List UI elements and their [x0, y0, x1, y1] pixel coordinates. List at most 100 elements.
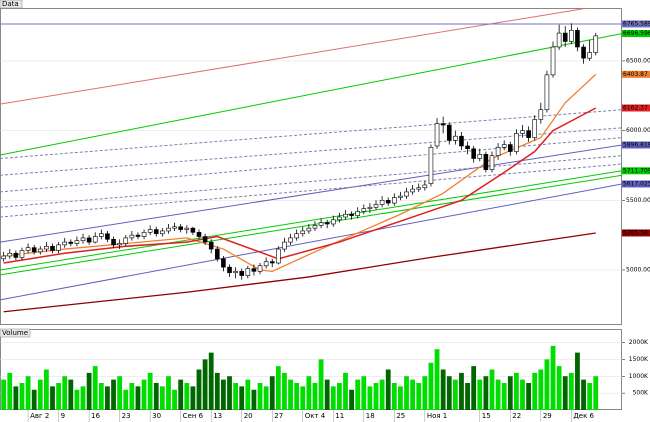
- volume-bar: [190, 386, 196, 410]
- candle-body: [80, 237, 86, 241]
- candle-body: [593, 35, 599, 53]
- candle-body: [239, 271, 245, 276]
- candle-body: [141, 232, 147, 237]
- trend-line: [0, 127, 622, 176]
- value-tag-label: 6696.596: [623, 30, 650, 37]
- trend-line: [0, 8, 592, 105]
- value-tag-label: 5896.8186: [623, 141, 650, 148]
- candle-body: [99, 233, 104, 237]
- volume-bar: [514, 372, 519, 410]
- candle-body: [153, 229, 159, 235]
- volume-bar: [1, 379, 7, 410]
- candle-body: [324, 222, 330, 225]
- candle-body: [117, 243, 122, 246]
- volume-bar: [446, 376, 452, 410]
- candle-body: [56, 244, 61, 251]
- y-tick-label: 6500.00: [626, 57, 650, 64]
- volume-bar: [263, 386, 269, 410]
- candle-body: [349, 213, 354, 216]
- volume-bar: [147, 372, 153, 410]
- volume-bar: [288, 379, 293, 410]
- candle-body: [269, 261, 275, 264]
- candle-body: [410, 188, 415, 193]
- x-tick-label: 29: [543, 412, 552, 420]
- candle-body: [306, 227, 312, 232]
- candle-body: [459, 135, 464, 147]
- volume-bar: [501, 383, 507, 410]
- candle-body: [282, 241, 287, 250]
- volume-bar: [275, 366, 281, 410]
- candle-body: [465, 145, 470, 150]
- candle-body: [233, 271, 238, 274]
- volume-bar: [105, 386, 110, 410]
- volume-bar: [7, 372, 13, 410]
- moving-average: [3, 232, 596, 313]
- candle-body: [31, 247, 37, 253]
- volume-bar: [202, 359, 208, 410]
- volume-bar: [324, 379, 330, 410]
- volume-bar: [489, 369, 495, 410]
- volume-bar: [50, 386, 55, 410]
- volume-bar: [196, 369, 202, 410]
- candle-body: [422, 184, 428, 189]
- volume-bar: [312, 383, 318, 410]
- axes: 5000.00 5500.00 6000.00 6500.00 6696.596 6765…: [27, 20, 650, 422]
- candle-body: [489, 155, 495, 170]
- candle-body: [184, 227, 190, 230]
- candle-body: [587, 52, 592, 59]
- volume-bar: [37, 379, 43, 410]
- candle-body: [581, 46, 586, 59]
- candle-body: [398, 195, 403, 198]
- volume-bar: [355, 379, 361, 410]
- candle-body: [227, 266, 232, 274]
- candle-body: [19, 250, 25, 258]
- volume-bar: [398, 386, 403, 410]
- candle-body: [373, 204, 379, 208]
- candle-body: [166, 227, 171, 232]
- candle-body: [471, 148, 476, 159]
- price-plot: [0, 8, 622, 313]
- x-tick-label: 20: [244, 412, 253, 420]
- candle-body: [330, 219, 336, 225]
- volume-bar: [172, 389, 177, 410]
- volume-bar: [575, 352, 580, 410]
- candle-body: [13, 252, 19, 258]
- candle-body: [257, 265, 263, 272]
- candle-body: [172, 226, 177, 229]
- value-tag-label: 5617.0256: [623, 180, 650, 187]
- candle-body: [355, 211, 360, 216]
- x-tick-label: Ноя 1: [427, 412, 447, 420]
- candle-body: [25, 247, 31, 251]
- volume-bar: [123, 389, 129, 410]
- candle-body: [86, 237, 92, 243]
- candle-body: [245, 268, 251, 276]
- y-tick-label: 2000K: [629, 339, 649, 346]
- candle-body: [514, 133, 519, 152]
- value-tag-label: 5265.56: [623, 229, 648, 236]
- x-tick-label: 16: [91, 412, 100, 420]
- x-tick-label: 13: [213, 412, 222, 420]
- x-tick-label: Сен 6: [183, 412, 204, 420]
- candle-body: [160, 230, 165, 235]
- trend-line: [0, 170, 622, 271]
- volume-bar: [373, 383, 379, 410]
- trend-line: [0, 163, 622, 218]
- volume-bar: [471, 366, 477, 410]
- candle-body: [221, 258, 226, 268]
- candle-body: [556, 32, 562, 48]
- volume-bar: [239, 386, 245, 410]
- candle-body: [361, 208, 367, 212]
- volume-bar: [135, 386, 141, 410]
- volume-bar: [526, 383, 532, 410]
- trend-line: [0, 109, 622, 159]
- candle-body: [495, 147, 501, 157]
- volume-bar: [452, 379, 458, 410]
- candle-body: [318, 222, 324, 226]
- x-tick-label: 18: [366, 412, 375, 420]
- value-tag: [622, 30, 650, 38]
- volume-bar: [391, 383, 397, 410]
- candle-body: [507, 144, 513, 152]
- candle-body: [337, 216, 342, 221]
- candle-body: [1, 255, 6, 260]
